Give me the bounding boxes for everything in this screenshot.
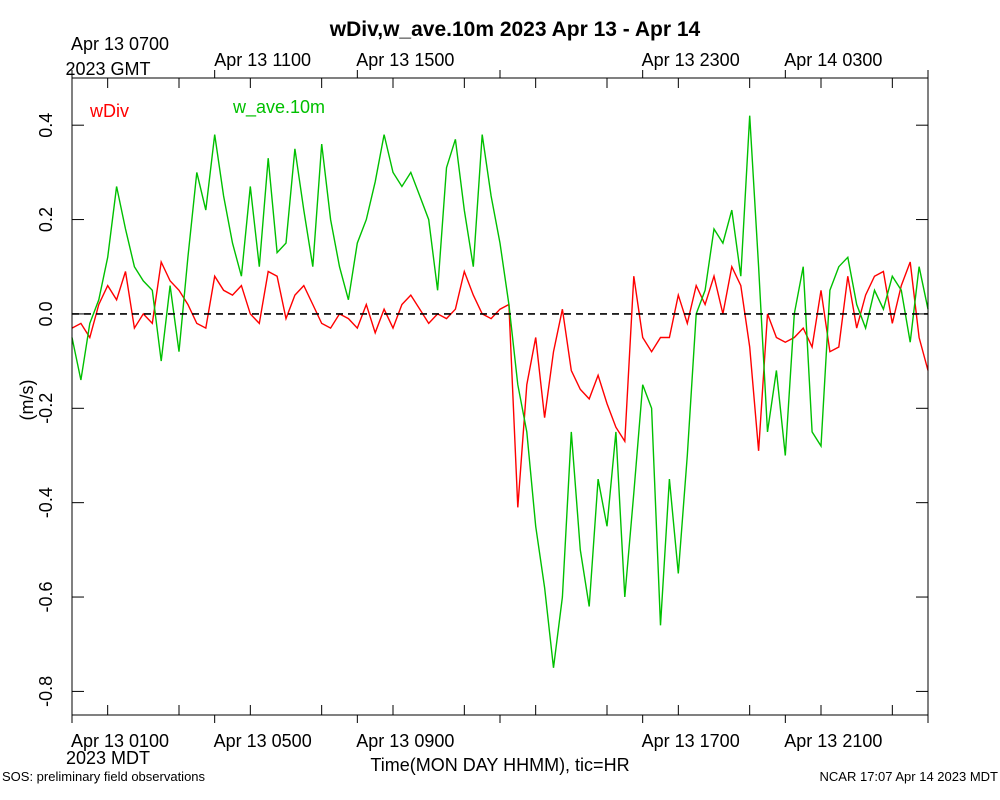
y-axis-title: (m/s) [17, 380, 37, 421]
x-tick-label-top: Apr 13 1100 [214, 50, 311, 70]
x-tick-label-bottom: Apr 13 0900 [356, 731, 454, 751]
series-line-wdiv [71, 259, 929, 508]
bottom-timezone-label: 2023 MDT [66, 748, 150, 768]
top-timezone-label: 2023 GMT [65, 59, 150, 79]
y-tick-label: 0.4 [36, 113, 56, 138]
y-tick-label: -0.8 [36, 676, 56, 707]
x-axis-title: Time(MON DAY HHMM), tic=HR [370, 755, 629, 775]
x-tick-label-top: Apr 13 1500 [356, 50, 454, 70]
x-tick-label-top: Apr 13 0700 [71, 34, 169, 54]
x-tick-label-bottom: Apr 13 1700 [642, 731, 740, 751]
x-tick-label-bottom: Apr 13 0500 [214, 731, 312, 751]
footer-timestamp: NCAR 17:07 Apr 14 2023 MDT [820, 769, 999, 784]
tick-label-layer: 0.4 0.2 0.0 -0.2 -0.4 -0.6 -0.8 Apr 13 0100 Apr … [36, 34, 882, 751]
legend-w-ave-10m: w_ave.10m [232, 97, 325, 118]
x-tick-label-top: Apr 14 0300 [784, 50, 882, 70]
legend-wdiv: wDiv [89, 101, 129, 121]
y-tick-label: 0.2 [36, 207, 56, 232]
y-tick-label: 0.0 [36, 301, 56, 326]
footer-source-note: SOS: preliminary field observations [2, 769, 206, 784]
axis-layer [71, 70, 929, 723]
x-tick-label-bottom: Apr 13 0100 [71, 731, 169, 751]
chart-title: wDiv,w_ave.10m 2023 Apr 13 - Apr 14 [329, 18, 701, 41]
y-tick-label: -0.2 [36, 393, 56, 424]
x-tick-label-top: Apr 13 2300 [642, 50, 740, 70]
y-tick-label: -0.6 [36, 582, 56, 613]
x-tick-label-bottom: Apr 13 2100 [784, 731, 882, 751]
series-line-w-ave-10m [71, 115, 929, 668]
series-layer [71, 115, 929, 668]
y-tick-label: -0.4 [36, 487, 56, 518]
